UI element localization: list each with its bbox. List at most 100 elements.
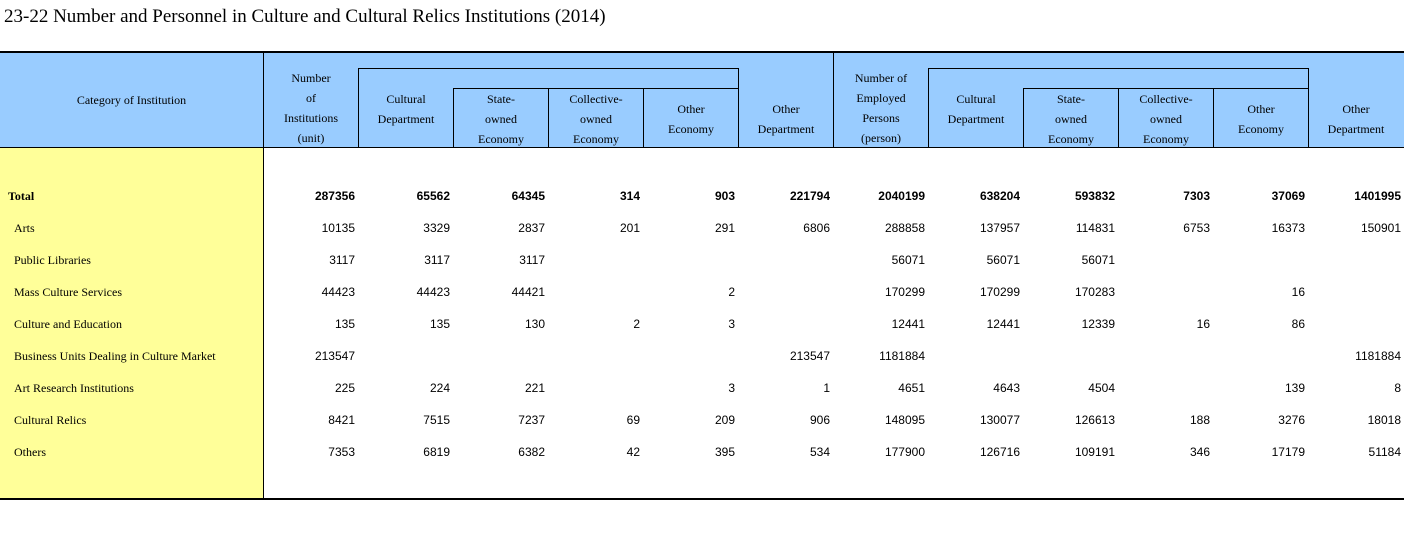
header-institutions-collective-owned: Collective-owned Economy — [569, 91, 623, 146]
table-cell: 188 — [1189, 413, 1210, 427]
table-cell: 3117 — [329, 253, 355, 267]
table-cell: 2 — [633, 317, 640, 331]
table-cell: 903 — [714, 189, 735, 203]
table-cell: 170283 — [1074, 285, 1115, 299]
table-cell: 170299 — [884, 285, 925, 299]
table-cell: 224 — [429, 381, 450, 395]
table-cell: 3 — [728, 381, 735, 395]
table-cell: 395 — [714, 445, 735, 459]
table-cell: 213547 — [314, 349, 355, 363]
table-cell: 42 — [626, 445, 640, 459]
table-cell: 3276 — [1278, 413, 1305, 427]
table-cell: 3329 — [423, 221, 450, 235]
table-cell: 16 — [1196, 317, 1210, 331]
table-cell: 3117 — [519, 253, 545, 267]
page-title: 23-22 Number and Personnel in Culture an… — [4, 6, 606, 27]
table-cell: 7515 — [423, 413, 450, 427]
table-cell: 1181884 — [1355, 349, 1401, 363]
table-cell: 56071 — [891, 253, 925, 267]
header-employed-state-owned: State-owned Economy — [1048, 91, 1094, 146]
header-institutions-other-economy: Other Economy — [668, 101, 714, 136]
table-cell: 213547 — [789, 349, 830, 363]
table-cell: 6382 — [518, 445, 545, 459]
row-label: Art Research Institutions — [14, 381, 134, 395]
table-cell: 3117 — [424, 253, 450, 267]
table-cell: 109191 — [1074, 445, 1115, 459]
table-cell: 1181884 — [879, 349, 925, 363]
table-cell: 12441 — [891, 317, 925, 331]
table-cell: 3 — [728, 317, 735, 331]
table-cell: 638204 — [979, 189, 1020, 203]
table-bottom-border — [0, 498, 1404, 500]
table-cell: 130077 — [979, 413, 1020, 427]
table-cell: 86 — [1291, 317, 1305, 331]
table-cell: 593832 — [1074, 189, 1115, 203]
header-vline-2 — [928, 68, 929, 148]
table-cell: 56071 — [1081, 253, 1115, 267]
table-cell: 16373 — [1271, 221, 1305, 235]
group-divider — [833, 52, 834, 148]
table-cell: 209 — [714, 413, 735, 427]
header-subvline-3 — [1023, 88, 1024, 148]
table-cell: 6819 — [423, 445, 450, 459]
row-label: Total — [8, 189, 35, 203]
header-vline-1 — [738, 68, 739, 148]
table-cell: 12339 — [1081, 317, 1115, 331]
table-cell: 139 — [1284, 381, 1305, 395]
subgroup-rule-right — [1023, 88, 1309, 89]
table-cell: 8421 — [328, 413, 355, 427]
row-label: Others — [14, 445, 46, 459]
table-cell: 37069 — [1271, 189, 1305, 203]
table-cell: 906 — [809, 413, 830, 427]
table-cell: 51184 — [1368, 445, 1401, 459]
table-cell: 2040199 — [878, 189, 925, 203]
table-cell: 148095 — [884, 413, 925, 427]
table-cell: 6753 — [1183, 221, 1210, 235]
table-cell: 114831 — [1075, 221, 1115, 235]
table-cell: 44423 — [416, 285, 450, 299]
category-divider — [263, 52, 264, 499]
table-cell: 291 — [714, 221, 735, 235]
header-employed-collective-owned: Collective-owned Economy — [1139, 91, 1193, 146]
table-cell: 2 — [728, 285, 735, 299]
table-cell: 8 — [1394, 381, 1401, 395]
group-rule-left — [358, 68, 739, 69]
header-vline-0 — [358, 68, 359, 148]
table-cell: 7303 — [1183, 189, 1210, 203]
table-cell: 7237 — [518, 413, 545, 427]
table-cell: 4651 — [898, 381, 925, 395]
table-cell: 170299 — [979, 285, 1020, 299]
table-cell: 65562 — [416, 189, 450, 203]
header-subvline-4 — [1118, 88, 1119, 148]
table-cell: 150901 — [1360, 221, 1401, 235]
table-cell: 126716 — [979, 445, 1020, 459]
table-cell: 56071 — [986, 253, 1020, 267]
table-cell: 10135 — [321, 221, 355, 235]
table-cell: 44423 — [321, 285, 355, 299]
subgroup-rule-left — [453, 88, 739, 89]
table-cell: 17179 — [1271, 445, 1305, 459]
table-cell: 16 — [1291, 285, 1305, 299]
table-cell: 4643 — [993, 381, 1020, 395]
table-cell: 201 — [619, 221, 640, 235]
row-label: Business Units Dealing in Culture Market — [14, 349, 216, 363]
table-cell: 130 — [524, 317, 545, 331]
header-subvline-5 — [1213, 88, 1214, 148]
table-cell: 534 — [809, 445, 830, 459]
table-cell: 137957 — [979, 221, 1020, 235]
table-cell: 314 — [619, 189, 640, 203]
table-cell: 177900 — [884, 445, 925, 459]
table-cell: 44421 — [511, 285, 545, 299]
header-employed-other-economy: Other Economy — [1238, 101, 1284, 136]
table-cell: 1401995 — [1354, 189, 1401, 203]
table-cell: 4504 — [1088, 381, 1115, 395]
header-vline-3 — [1308, 68, 1309, 148]
table-cell: 7353 — [328, 445, 355, 459]
header-subvline-2 — [643, 88, 644, 148]
header-bottom-border — [0, 147, 1404, 148]
table-cell: 225 — [334, 381, 355, 395]
table-cell: 18018 — [1367, 413, 1401, 427]
header-subvline-1 — [548, 88, 549, 148]
row-label: Public Libraries — [14, 253, 91, 267]
header-institutions-cultural-department: Cultural Department — [377, 91, 435, 126]
